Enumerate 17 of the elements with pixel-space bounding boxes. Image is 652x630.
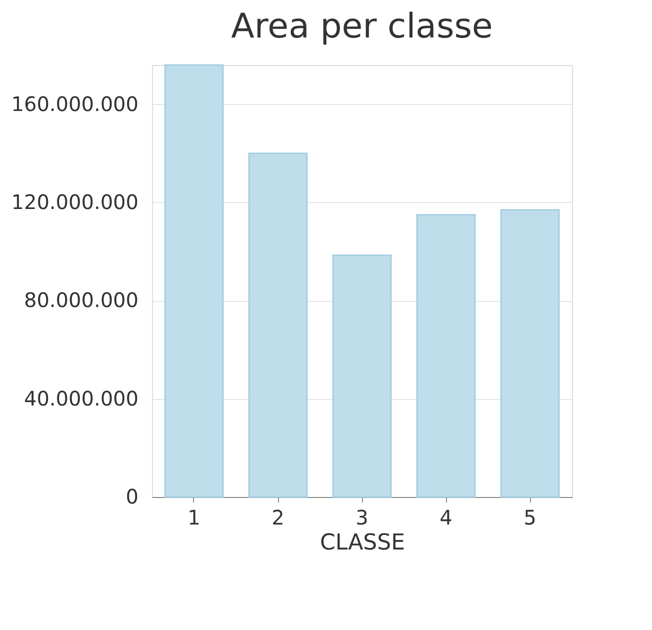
x-tick-label: 1	[188, 506, 200, 530]
x-tick-label: 2	[272, 506, 284, 530]
y-tick-label: 120.000.000	[11, 190, 138, 214]
bar	[500, 209, 560, 498]
chart-title: Area per classe	[231, 6, 493, 46]
x-axis-title: CLASSE	[320, 530, 406, 556]
x-tick-label: 3	[356, 506, 368, 530]
y-tick-label: 80.000.000	[24, 288, 138, 312]
x-tick-label: 4	[440, 506, 452, 530]
y-tick-label: 160.000.000	[11, 92, 138, 116]
y-tick-label: 0	[126, 484, 138, 508]
bar	[416, 214, 476, 498]
y-tick-label: 40.000.000	[24, 386, 138, 410]
bar	[164, 64, 224, 498]
bar	[332, 254, 392, 498]
bar	[248, 152, 308, 498]
x-tick-label: 5	[524, 506, 536, 530]
